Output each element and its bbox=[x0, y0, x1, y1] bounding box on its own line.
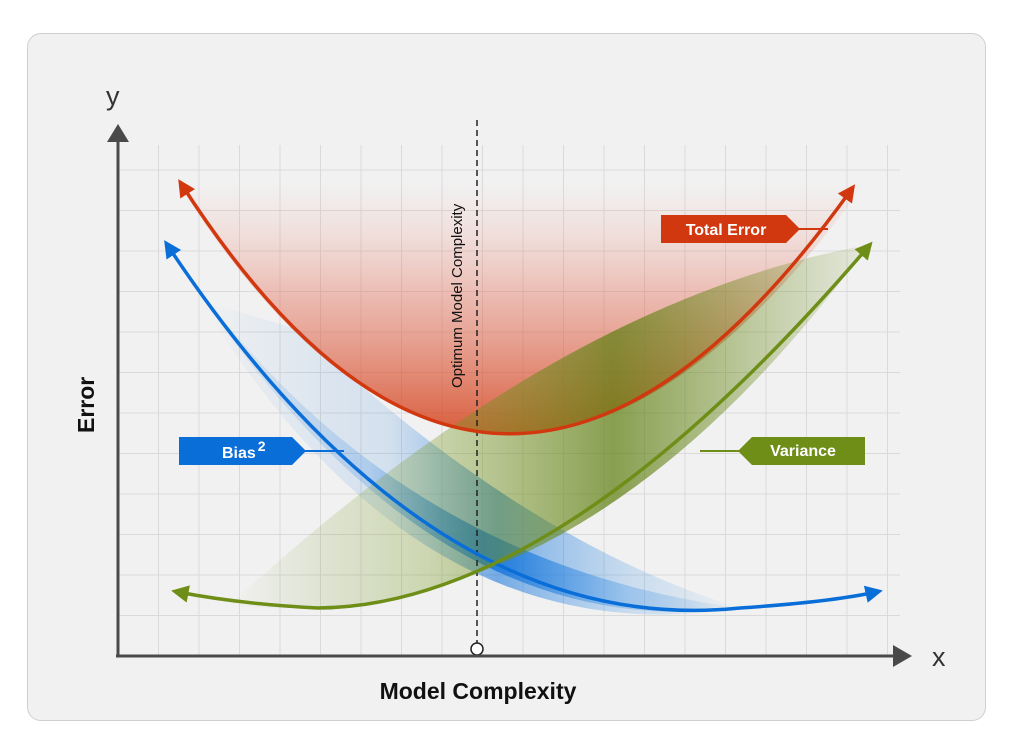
optimum-label: Optimum Model Complexity bbox=[449, 203, 466, 388]
x-axis-arrow bbox=[893, 645, 912, 667]
variance-label: Variance bbox=[700, 437, 865, 465]
variance-label-text: Variance bbox=[770, 443, 836, 460]
bias-label: Bias 2 bbox=[179, 437, 344, 465]
x-axis-title: Model Complexity bbox=[380, 678, 577, 704]
total-error-label-text: Total Error bbox=[686, 222, 767, 239]
bias-label-text: Bias bbox=[222, 445, 256, 462]
x-axis-letter: x bbox=[932, 642, 946, 672]
y-axis-letter: y bbox=[106, 81, 120, 111]
optimum-marker bbox=[470, 642, 484, 656]
variance-curve bbox=[171, 241, 873, 610]
bias-label-superscript: 2 bbox=[258, 438, 266, 454]
y-axis-title: Error bbox=[73, 377, 99, 433]
total-error-label: Total Error bbox=[661, 215, 828, 243]
y-axis-arrow bbox=[107, 124, 129, 142]
